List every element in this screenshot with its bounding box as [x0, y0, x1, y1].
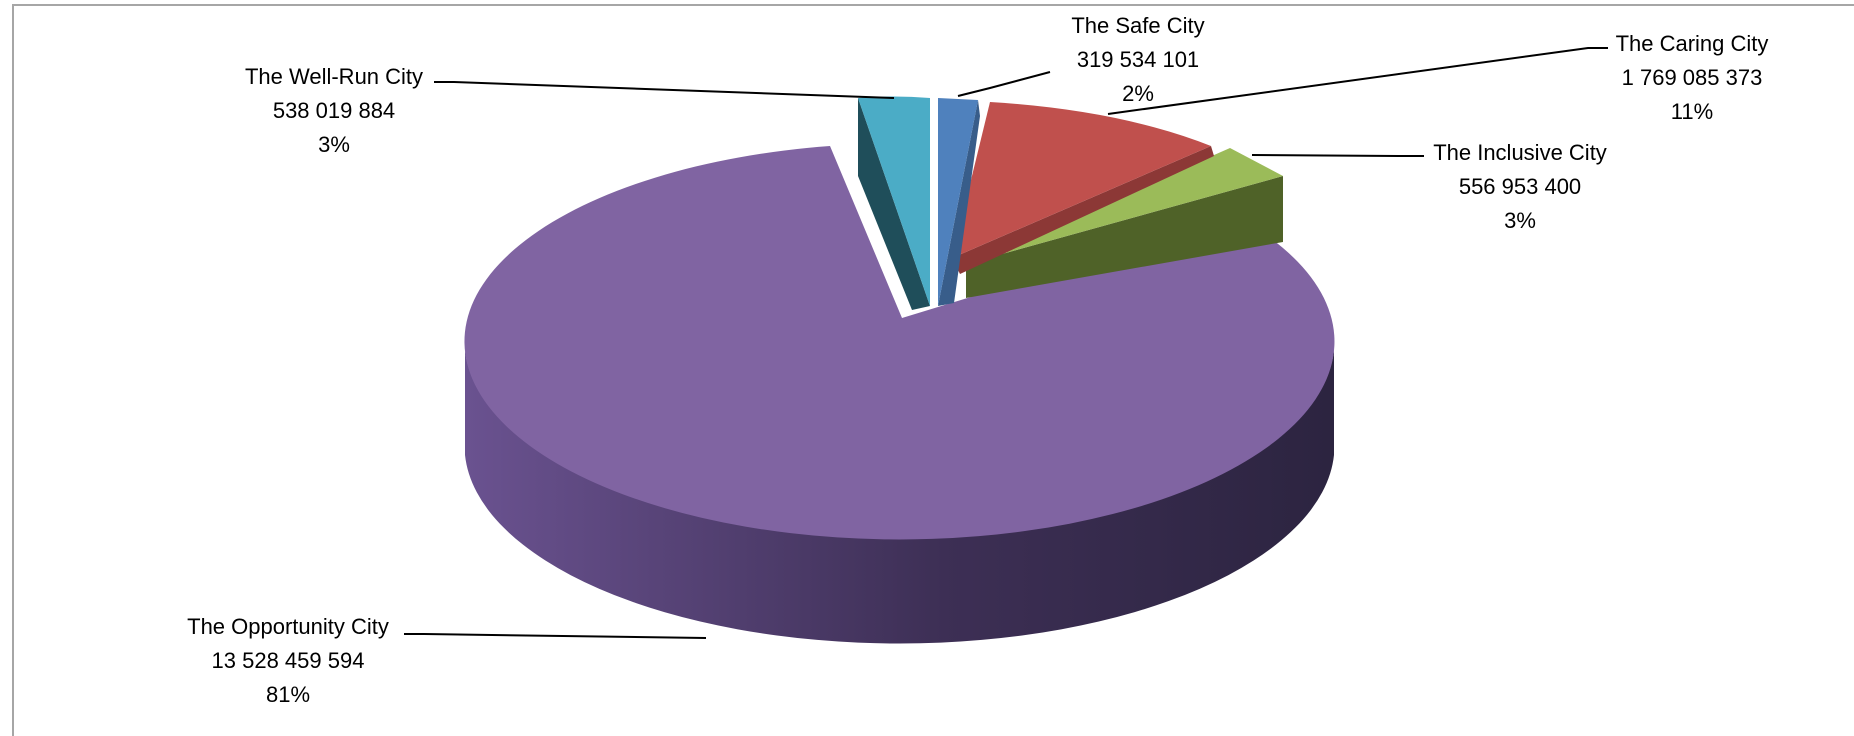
label-well-run-city: The Well-Run City 538 019 884 3%: [245, 64, 423, 157]
leader-line-well-run-city: [434, 81, 895, 99]
slice-caring-city-side: [952, 146, 1214, 274]
label-caring-city: The Caring City 1 769 085 373 11%: [1616, 31, 1769, 124]
label-safe-city-value: 319 534 101: [1077, 47, 1199, 72]
slice-well-run-city: [858, 96, 930, 310]
label-safe-city-percent: 2%: [1122, 81, 1154, 106]
label-well-run-city-value: 538 019 884: [273, 98, 395, 123]
label-safe-city-name: The Safe City: [1071, 13, 1204, 38]
label-inclusive-city-name: The Inclusive City: [1433, 140, 1607, 165]
label-opportunity-city-value: 13 528 459 594: [212, 648, 365, 673]
slice-opportunity-city-side: [465, 350, 1334, 644]
leader-line-safe-city: [957, 71, 1051, 97]
slice-opportunity-city: [464, 146, 1335, 644]
slice-well-run-city-top: [858, 96, 930, 306]
label-inclusive-city: The Inclusive City 556 953 400 3%: [1433, 140, 1607, 233]
label-caring-city-value: 1 769 085 373: [1622, 65, 1763, 90]
leader-line-caring-city: [1107, 47, 1608, 115]
leader-line-opportunity-city: [404, 633, 707, 639]
label-well-run-city-percent: 3%: [318, 132, 350, 157]
label-opportunity-city-percent: 81%: [266, 682, 310, 707]
slice-safe-city-side: [938, 100, 980, 306]
slice-opportunity-city-top: [464, 146, 1335, 540]
leader-line-inclusive-city: [1251, 154, 1424, 157]
label-opportunity-city: The Opportunity City 13 528 459 594 81%: [187, 614, 389, 707]
slice-inclusive-city-top: [966, 148, 1283, 264]
slice-well-run-city-side: [858, 98, 930, 310]
label-inclusive-city-percent: 3%: [1504, 208, 1536, 233]
label-caring-city-percent: 11%: [1671, 99, 1713, 124]
slice-inclusive-city-side: [966, 176, 1283, 298]
slice-caring-city: [952, 102, 1214, 274]
label-inclusive-city-value: 556 953 400: [1459, 174, 1581, 199]
slice-inclusive-city: [966, 148, 1283, 298]
slice-safe-city: [938, 98, 980, 306]
chart-frame: [12, 4, 1854, 736]
label-well-run-city-name: The Well-Run City: [245, 64, 423, 89]
slice-caring-city-top: [952, 102, 1211, 258]
label-caring-city-name: The Caring City: [1616, 31, 1769, 56]
slice-safe-city-top: [938, 98, 978, 306]
leader-lines: [404, 47, 1608, 639]
label-safe-city: The Safe City 319 534 101 2%: [1071, 13, 1204, 106]
label-opportunity-city-name: The Opportunity City: [187, 614, 389, 639]
